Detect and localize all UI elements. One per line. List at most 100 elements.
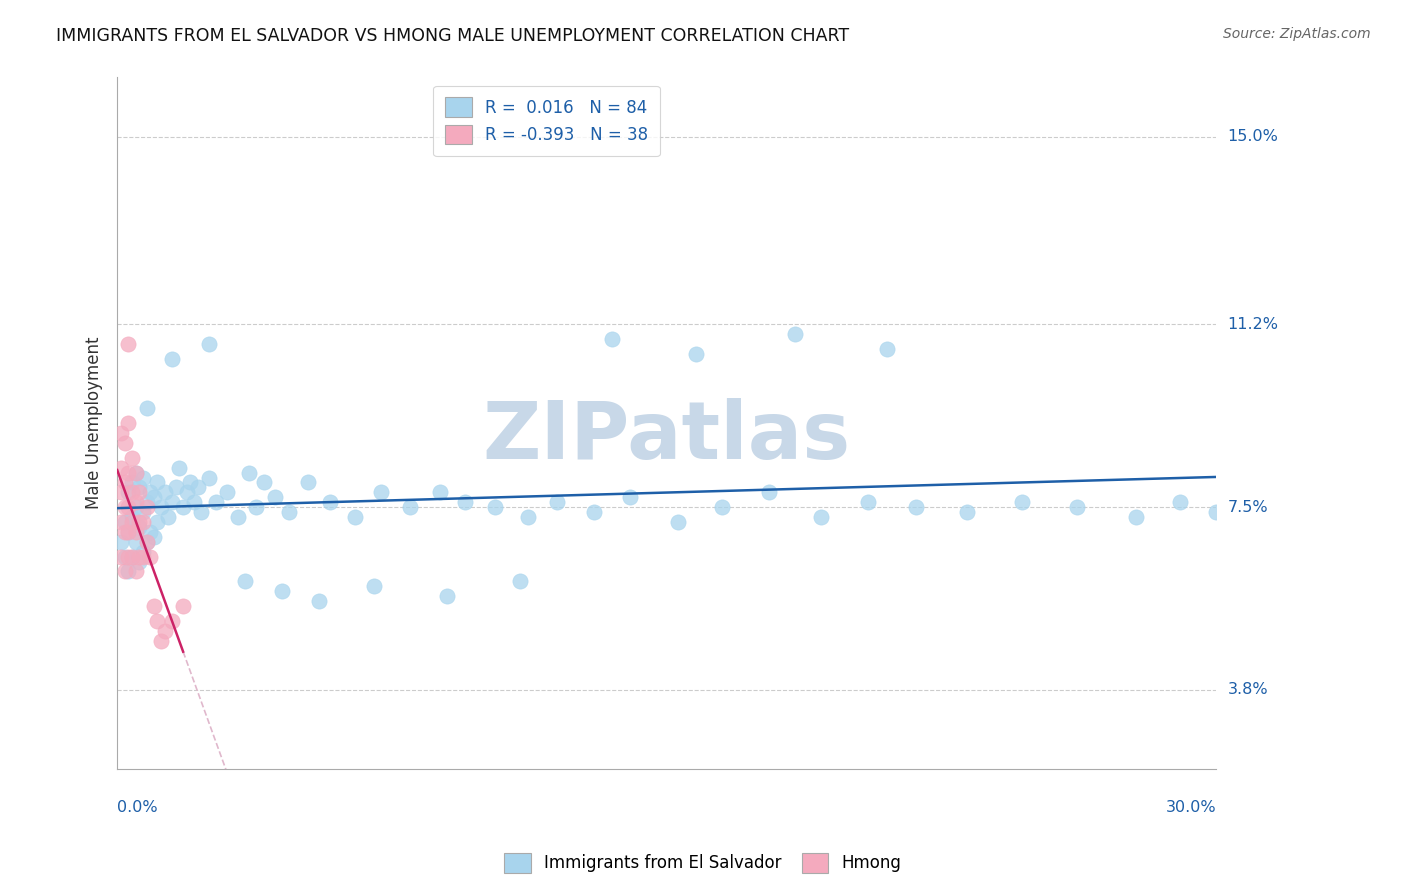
Point — [128, 520, 150, 534]
Point — [370, 485, 392, 500]
Point — [150, 633, 173, 648]
Point — [245, 500, 267, 515]
Point — [235, 574, 257, 589]
Text: 0.0%: 0.0% — [117, 799, 157, 814]
Point — [135, 534, 157, 549]
Point — [1011, 495, 1033, 509]
Point — [139, 485, 162, 500]
Text: 11.2%: 11.2% — [1227, 317, 1278, 332]
Point — [121, 549, 143, 564]
Point — [263, 491, 285, 505]
Y-axis label: Male Unemployment: Male Unemployment — [86, 337, 103, 509]
Point — [117, 524, 139, 539]
Text: 30.0%: 30.0% — [1166, 799, 1216, 814]
Point — [114, 500, 136, 515]
Point — [110, 426, 132, 441]
Point — [121, 515, 143, 529]
Point — [124, 466, 146, 480]
Point — [117, 500, 139, 515]
Point — [454, 495, 477, 509]
Point — [121, 485, 143, 500]
Point — [758, 485, 780, 500]
Point — [124, 500, 146, 515]
Point — [179, 475, 201, 490]
Point — [110, 515, 132, 529]
Point — [205, 495, 228, 509]
Point — [1205, 505, 1227, 519]
Point — [139, 524, 162, 539]
Point — [666, 515, 689, 529]
Point — [516, 510, 538, 524]
Point — [600, 332, 623, 346]
Point — [165, 480, 187, 494]
Point — [153, 624, 176, 638]
Point — [160, 614, 183, 628]
Point — [1125, 510, 1147, 524]
Point — [135, 401, 157, 416]
Point — [157, 510, 180, 524]
Point — [153, 485, 176, 500]
Point — [160, 351, 183, 366]
Point — [685, 347, 707, 361]
Point — [271, 584, 294, 599]
Point — [114, 515, 136, 529]
Text: Source: ZipAtlas.com: Source: ZipAtlas.com — [1223, 27, 1371, 41]
Point — [110, 534, 132, 549]
Point — [484, 500, 506, 515]
Point — [308, 594, 330, 608]
Point — [197, 470, 219, 484]
Point — [114, 565, 136, 579]
Text: 15.0%: 15.0% — [1227, 129, 1278, 145]
Point — [172, 500, 194, 515]
Point — [146, 475, 169, 490]
Text: ZIPatlas: ZIPatlas — [482, 398, 851, 476]
Point — [810, 510, 832, 524]
Point — [132, 470, 155, 484]
Point — [142, 599, 165, 613]
Point — [117, 524, 139, 539]
Point — [176, 485, 198, 500]
Point — [128, 549, 150, 564]
Point — [110, 485, 132, 500]
Point — [124, 524, 146, 539]
Text: 7.5%: 7.5% — [1227, 500, 1268, 515]
Point — [117, 337, 139, 351]
Point — [169, 460, 191, 475]
Point — [197, 337, 219, 351]
Point — [146, 515, 169, 529]
Point — [399, 500, 422, 515]
Point — [117, 485, 139, 500]
Point — [582, 505, 605, 519]
Point — [128, 515, 150, 529]
Point — [226, 510, 249, 524]
Point — [253, 475, 276, 490]
Point — [114, 436, 136, 450]
Point — [121, 549, 143, 564]
Point — [1066, 500, 1088, 515]
Point — [132, 505, 155, 519]
Point — [117, 416, 139, 430]
Point — [132, 515, 155, 529]
Point — [344, 510, 367, 524]
Point — [509, 574, 531, 589]
Point — [297, 475, 319, 490]
Legend: R =  0.016   N = 84, R = -0.393   N = 38: R = 0.016 N = 84, R = -0.393 N = 38 — [433, 86, 659, 156]
Point — [783, 327, 806, 342]
Point — [172, 599, 194, 613]
Point — [318, 495, 340, 509]
Point — [132, 544, 155, 558]
Point — [135, 534, 157, 549]
Point — [121, 510, 143, 524]
Point — [160, 495, 183, 509]
Point — [190, 505, 212, 519]
Point — [238, 466, 260, 480]
Point — [124, 466, 146, 480]
Point — [135, 500, 157, 515]
Point — [114, 549, 136, 564]
Point — [278, 505, 301, 519]
Point — [128, 485, 150, 500]
Point — [128, 480, 150, 494]
Point — [150, 500, 173, 515]
Point — [1168, 495, 1191, 509]
Point — [124, 495, 146, 509]
